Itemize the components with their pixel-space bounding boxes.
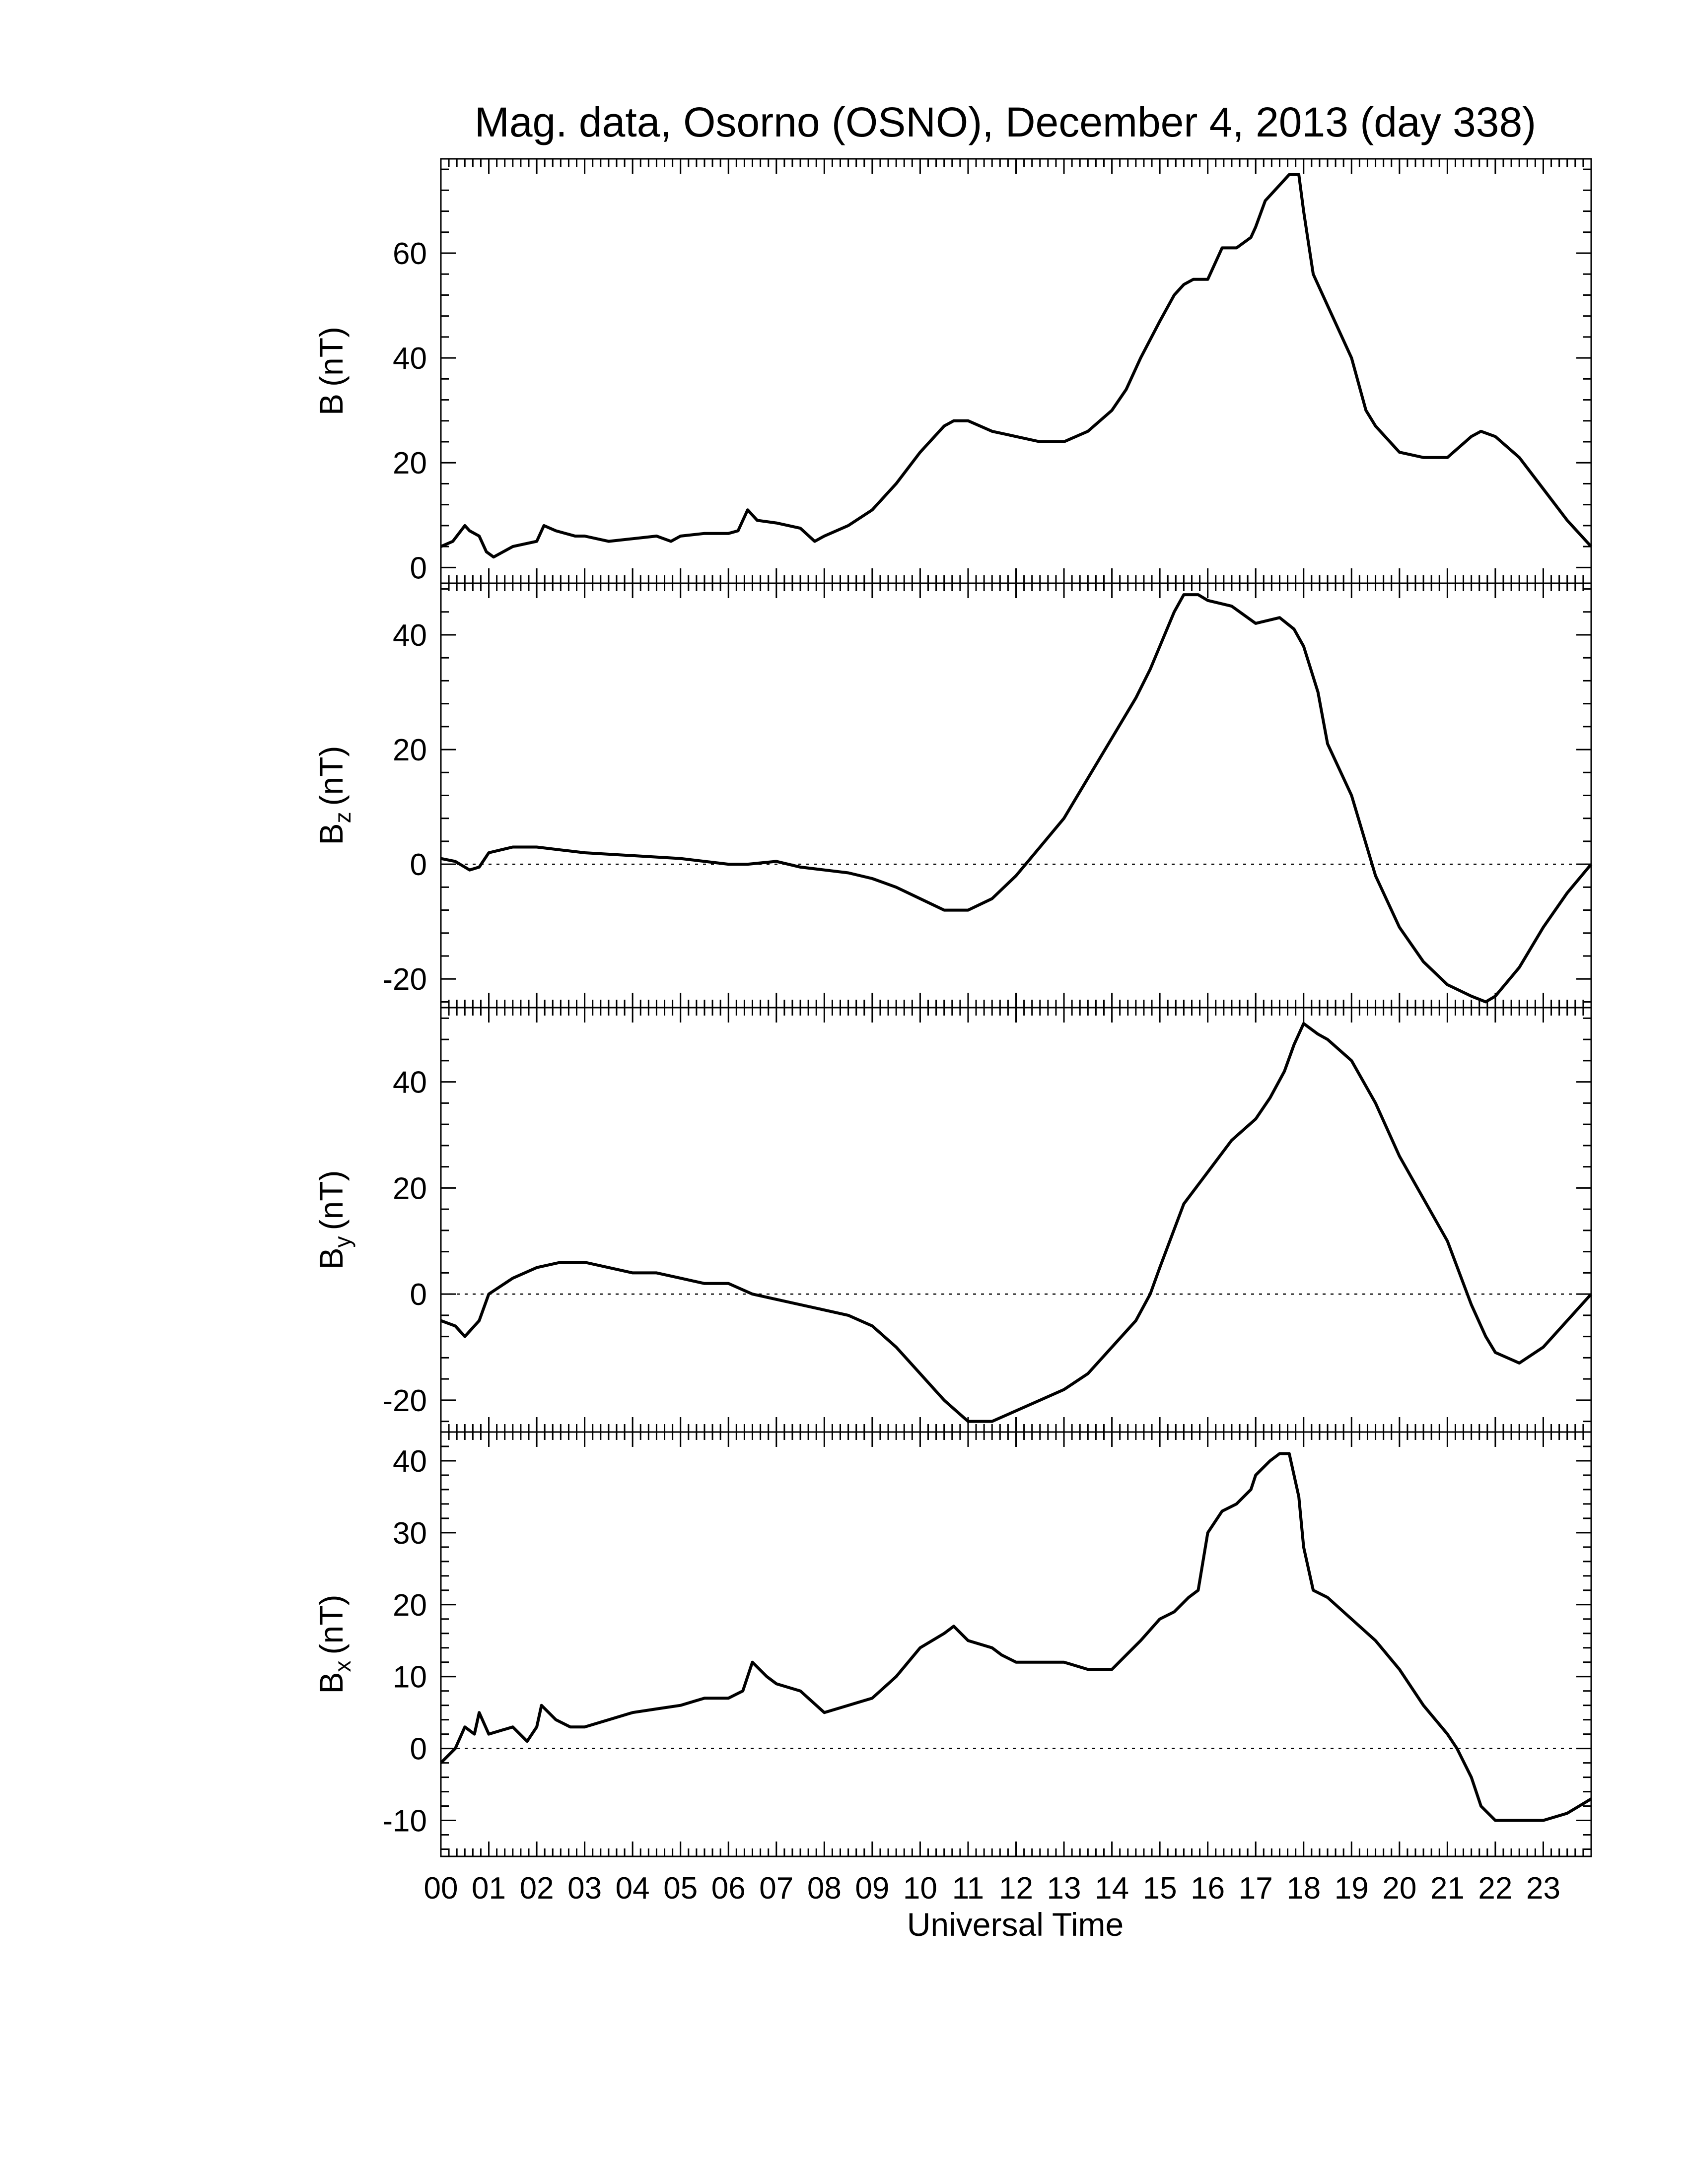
x-tick-labels: 00 01 02 03 04 05 06 07 08 09 10 11 12 13 14 15 16 17 18 19…: [424, 1871, 1560, 1906]
y-tick-label: 0: [410, 848, 427, 882]
x-tick-label: 12: [999, 1871, 1033, 1906]
x-tick-label: 20: [1382, 1871, 1416, 1906]
x-tick-label: 11: [952, 1871, 984, 1906]
y-axis-title-unit: (nT): [313, 327, 350, 387]
y-tick-labels: -10 0 10 20 30 40: [382, 1444, 427, 1839]
y-tick-label: 40: [393, 1066, 427, 1100]
y-axis-title-subscript: y: [330, 1236, 355, 1247]
plot-frame: [440, 582, 1592, 1009]
x-tick-label: 19: [1335, 1871, 1369, 1906]
x-tick-label: 22: [1478, 1871, 1512, 1906]
y-tick-label: 20: [393, 446, 427, 480]
y-axis-title-unit: (nT): [313, 1170, 350, 1230]
y-axis-title-subscript: x: [330, 1660, 355, 1672]
y-tick-label: 40: [393, 1444, 427, 1479]
x-tick-label: 18: [1286, 1871, 1321, 1906]
x-tick-label: 05: [663, 1871, 698, 1906]
panel-by: -20 0 20 40 By (nT): [313, 1007, 1593, 1433]
series-layer: [439, 1452, 1592, 1822]
x-tick-label: 17: [1239, 1871, 1273, 1906]
y-tick-label: 30: [393, 1516, 427, 1551]
series-line: [440, 1022, 1593, 1423]
x-tick-label: 21: [1430, 1871, 1465, 1906]
y-axis-title-main: B: [313, 394, 350, 415]
tick-marks: [440, 1008, 1592, 1432]
y-tick-label: 40: [393, 618, 427, 653]
series-layer: [440, 173, 1593, 559]
y-axis-title-subscript: z: [330, 812, 355, 823]
x-tick-label: 16: [1191, 1871, 1225, 1906]
plot-frame: [440, 1431, 1592, 1857]
panel-bx: -10 0 10 20 30 40 Bx (nT): [313, 1431, 1592, 1857]
y-tick-label: -20: [382, 962, 427, 997]
x-tick-label: 10: [903, 1871, 937, 1906]
y-tick-label: 40: [393, 341, 427, 376]
y-tick-label: 60: [393, 237, 427, 271]
x-tick-label: 07: [759, 1871, 793, 1906]
x-tick-label: 01: [472, 1871, 506, 1906]
y-tick-label: 10: [393, 1660, 427, 1695]
y-tick-label: 20: [393, 1588, 427, 1623]
y-tick-labels: -20 0 20 40: [382, 1066, 427, 1418]
x-tick-label: 04: [616, 1871, 650, 1906]
y-axis-title: Bz (nT): [313, 746, 355, 845]
y-tick-label: -10: [382, 1804, 427, 1839]
series-layer: [440, 1022, 1593, 1423]
x-tick-label: 06: [711, 1871, 746, 1906]
y-tick-labels: 0 20 40 60: [393, 237, 427, 585]
y-tick-label: 0: [410, 1732, 427, 1767]
x-tick-label: 13: [1047, 1871, 1081, 1906]
y-tick-label: 20: [393, 1171, 427, 1206]
y-tick-label: 0: [410, 1278, 427, 1312]
x-tick-label: 08: [807, 1871, 842, 1906]
y-axis-title-unit: (nT): [313, 1594, 350, 1654]
x-tick-label: 02: [520, 1871, 554, 1906]
tick-marks: [440, 583, 1592, 1008]
y-axis-title-main: B: [313, 1247, 350, 1269]
x-tick-label: 23: [1526, 1871, 1560, 1906]
y-tick-label: 0: [410, 551, 427, 585]
panel-b-total: 0 20 40 60 B (nT): [313, 158, 1593, 585]
tick-marks: [440, 159, 1592, 583]
panel-bz: -20 0 20 40 Bz (nT): [313, 582, 1593, 1009]
y-tick-label: -20: [382, 1384, 427, 1418]
tick-marks: [440, 1431, 1592, 1856]
y-axis-title-main: B: [313, 1672, 350, 1694]
plot-frame: [440, 1007, 1592, 1433]
y-axis-title-main: B: [313, 823, 350, 845]
chart-title: Mag. data, Osorno (OSNO), December 4, 20…: [475, 99, 1536, 145]
x-tick-label: 03: [567, 1871, 602, 1906]
x-axis-title: Universal Time: [907, 1906, 1124, 1943]
y-axis-title: B (nT): [313, 327, 350, 415]
x-tick-label: 14: [1095, 1871, 1129, 1906]
y-axis-title: Bx (nT): [313, 1594, 355, 1694]
series-line: [439, 1452, 1592, 1822]
y-axis-title-unit: (nT): [313, 746, 350, 806]
x-tick-label: 15: [1143, 1871, 1177, 1906]
y-tick-labels: -20 0 20 40: [382, 618, 427, 997]
x-tick-label: 00: [424, 1871, 458, 1906]
series-line: [440, 593, 1593, 1004]
y-axis-title: By (nT): [313, 1170, 355, 1269]
series-line: [440, 173, 1593, 559]
x-tick-label: 09: [855, 1871, 889, 1906]
plot-frame: [440, 158, 1592, 584]
y-tick-label: 20: [393, 733, 427, 767]
series-layer: [440, 593, 1593, 1004]
